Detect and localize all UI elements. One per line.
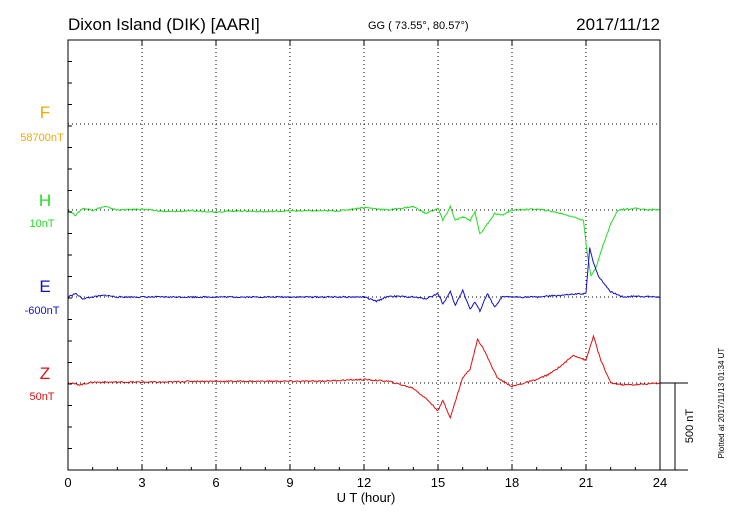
channel-name-e: E (39, 277, 50, 296)
station-title: Dixon Island (DIK) [AARI] (68, 15, 260, 34)
channel-baseline-f: 58700nT (20, 132, 64, 144)
x-tick-label: 6 (212, 475, 219, 490)
channel-baseline-e: -600nT (25, 305, 60, 317)
trace-h (67, 204, 661, 277)
plot-frame (67, 39, 661, 471)
channel-baseline-h: 10nT (29, 218, 54, 230)
x-axis: 0 3 6 9 12 15 18 21 24 (64, 40, 667, 490)
x-axis-title: U T (hour) (337, 490, 396, 505)
x-tick-label: 21 (579, 475, 593, 490)
x-tick-label: 3 (138, 475, 145, 490)
grid-lines (68, 40, 660, 470)
x-tick-label: 0 (64, 475, 71, 490)
x-tick-label: 12 (357, 475, 371, 490)
coordinates-label: GG ( 73.55°, 80.57°) (368, 20, 469, 32)
date-label: 2017/11/12 (576, 15, 660, 34)
x-tick-label: 24 (653, 475, 667, 490)
data-traces (67, 204, 661, 420)
channel-name-z: Z (40, 364, 50, 383)
channel-name-h: H (39, 191, 51, 210)
plotted-timestamp: Plotted at 2017/11/13 01:34 UT (717, 348, 726, 459)
x-tick-label: 9 (286, 475, 293, 490)
scale-bar-label: 500 nT (684, 409, 696, 444)
x-tick-label: 18 (505, 475, 519, 490)
trace-z (68, 334, 661, 420)
channel-labels: F 58700nT H 10nT E -600nT Z 50nT (20, 103, 64, 403)
trace-e (67, 247, 661, 313)
channel-baseline-z: 50nT (29, 391, 54, 403)
x-tick-label: 15 (431, 475, 445, 490)
channel-name-f: F (40, 103, 50, 122)
scale-bar: 500 nT (660, 382, 696, 471)
